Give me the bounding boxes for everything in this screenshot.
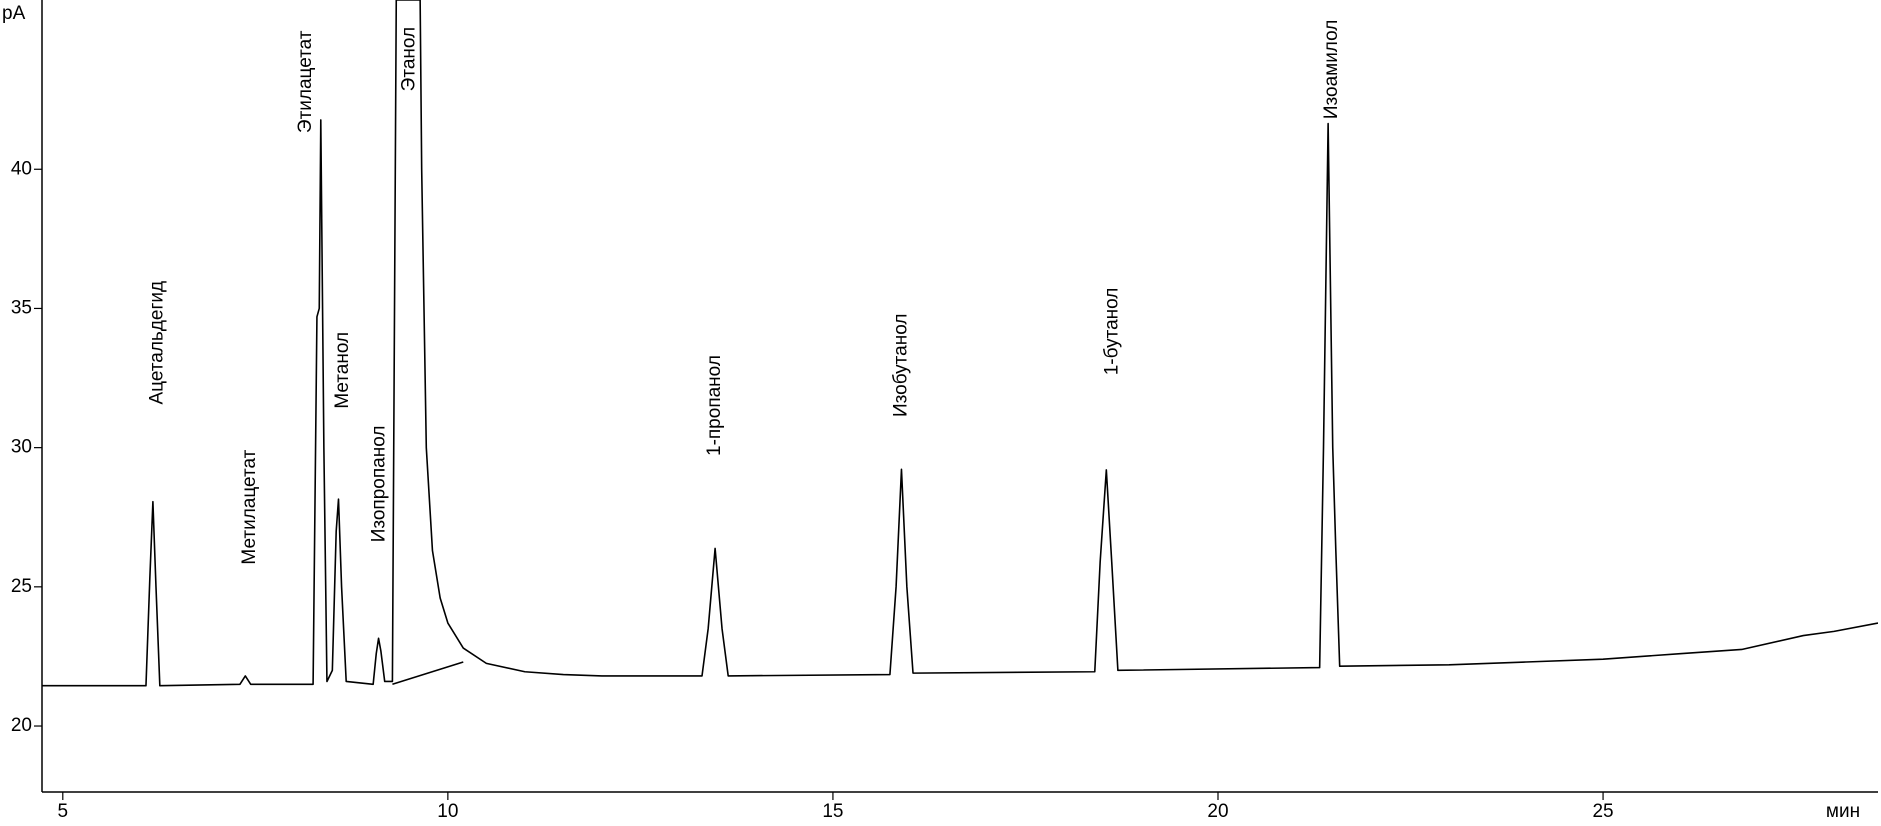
peak-label: 1-бутанол <box>1102 288 1123 376</box>
y-tick-label: 25 <box>11 576 32 597</box>
y-tick-label: 20 <box>11 715 32 736</box>
peak-label: Изопропанол <box>368 426 389 543</box>
y-tick-label: 30 <box>11 437 32 458</box>
peak-label: 1-пропанол <box>704 355 725 456</box>
peak-label: Метанол <box>332 332 353 409</box>
trace-line <box>392 661 464 686</box>
peak-label: Изоамилол <box>1321 20 1342 120</box>
x-tick-label: 5 <box>58 801 69 822</box>
x-tick-label: 10 <box>437 801 458 822</box>
peak-label: Этилацетат <box>295 30 316 133</box>
y-axis-label: pA <box>2 3 26 24</box>
peak-label: Ацетальдегид <box>147 281 168 405</box>
plot-area <box>42 0 1878 687</box>
y-tick-label: 40 <box>11 158 32 179</box>
peak-label: Этанол <box>398 27 419 91</box>
x-tick-label: 25 <box>1592 801 1613 822</box>
y-tick-label: 35 <box>11 297 32 318</box>
peak-label: Изобутанол <box>890 314 911 417</box>
x-tick-label: 15 <box>822 801 843 822</box>
x-axis-label: мин <box>1826 801 1860 822</box>
x-tick-label: 20 <box>1207 801 1228 822</box>
peak-label: Метилацетат <box>239 449 260 564</box>
trace-line <box>42 0 1878 687</box>
